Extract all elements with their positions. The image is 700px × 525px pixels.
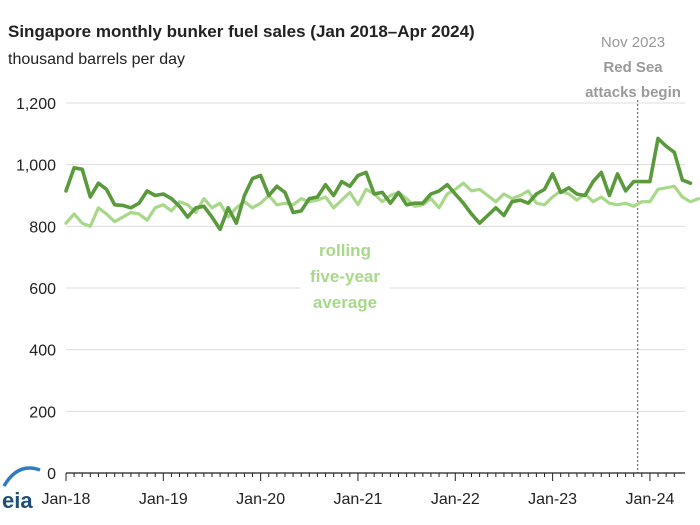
series-monthly-sales-line: [64, 136, 693, 232]
y-tick-label: 200: [29, 404, 56, 421]
x-tick-label: Jan-22: [431, 491, 480, 508]
eia-logo: eia: [2, 466, 41, 513]
x-axis-ticks: Jan-18 Jan-19 Jan-20 Jan-21 Jan-22 Jan-23 Jan-…: [42, 473, 675, 508]
x-tick-label: Jan-19: [139, 491, 188, 508]
x-tick-label: Jan-24: [625, 491, 674, 508]
average-label-line1: rolling: [319, 241, 371, 260]
y-tick-label: 800: [29, 219, 56, 236]
x-tick-label: Jan-23: [528, 491, 577, 508]
event-date-label: Nov 2023: [601, 34, 665, 51]
y-tick-label: 400: [29, 343, 56, 360]
eia-logo-text: eia: [2, 488, 33, 513]
y-tick-label: 0: [47, 466, 56, 483]
x-tick-label: Jan-21: [333, 491, 382, 508]
x-tick-label: Jan-18: [42, 491, 91, 508]
series-lines: [64, 136, 700, 232]
event-label-line1: Red Sea: [603, 59, 663, 76]
chart-title: Singapore monthly bunker fuel sales (Jan…: [8, 22, 475, 41]
y-tick-label: 1,000: [16, 158, 56, 175]
eia-logo-swoosh-icon: [2, 466, 41, 487]
y-axis-ticks: 0 200 400 600 800 1,000 1,200: [16, 96, 56, 483]
y-axis-label: thousand barrels per day: [8, 51, 185, 68]
y-tick-label: 600: [29, 281, 56, 298]
event-label-line2: attacks begin: [585, 84, 681, 101]
series-rolling-average-line: [64, 181, 700, 228]
average-series-label: rolling five-year average: [300, 236, 390, 320]
average-label-line3: average: [313, 293, 377, 312]
x-tick-label: Jan-20: [236, 491, 285, 508]
y-tick-label: 1,200: [16, 96, 56, 113]
average-label-line2: five-year: [310, 267, 380, 286]
